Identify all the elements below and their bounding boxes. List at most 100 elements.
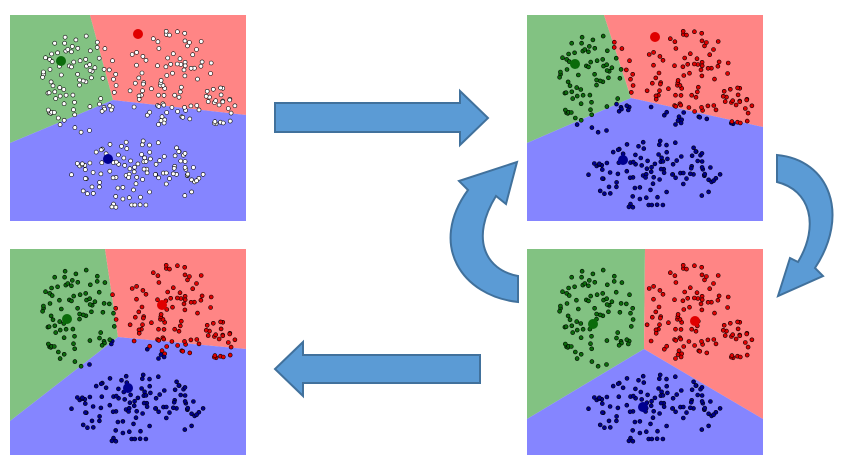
- data-point: [126, 409, 131, 414]
- data-point: [616, 343, 622, 348]
- data-point: [185, 43, 190, 49]
- data-point: [164, 170, 169, 176]
- data-point: [664, 149, 669, 155]
- data-point: [600, 267, 606, 273]
- data-point: [161, 354, 167, 360]
- data-point: [227, 97, 232, 103]
- data-point: [136, 331, 142, 336]
- data-point: [61, 118, 67, 123]
- data-point: [699, 151, 705, 156]
- data-point: [586, 49, 591, 55]
- data-point: [198, 63, 204, 69]
- data-point: [626, 341, 631, 347]
- data-point: [564, 301, 570, 306]
- data-point: [93, 383, 99, 389]
- data-point: [139, 70, 145, 76]
- data-point: [170, 304, 175, 310]
- data-point: [165, 55, 170, 61]
- data-point: [153, 406, 158, 411]
- data-point: [178, 158, 183, 164]
- data-point: [636, 144, 641, 149]
- data-point: [717, 172, 723, 177]
- data-point: [613, 55, 619, 61]
- initial-state-plot: [10, 15, 246, 221]
- data-point: [75, 395, 80, 400]
- data-point: [600, 33, 606, 39]
- data-point: [681, 110, 686, 115]
- data-point: [594, 58, 600, 64]
- data-point: [72, 359, 78, 364]
- data-point: [144, 404, 150, 410]
- data-point: [41, 303, 46, 309]
- data-point: [75, 279, 81, 285]
- data-point: [716, 59, 722, 65]
- data-point: [704, 40, 709, 45]
- data-point: [590, 37, 596, 43]
- data-point: [131, 169, 137, 175]
- data-point: [558, 69, 563, 75]
- data-point: [620, 385, 626, 391]
- data-point: [227, 331, 232, 337]
- data-point: [639, 163, 644, 168]
- data-point: [572, 50, 577, 56]
- data-point: [684, 176, 689, 181]
- data-point: [600, 167, 605, 172]
- data-point: [592, 395, 597, 400]
- data-point: [681, 344, 686, 349]
- data-point: [98, 405, 104, 411]
- data-point: [77, 77, 82, 83]
- data-point: [156, 374, 161, 379]
- data-point: [590, 271, 596, 277]
- data-point: [604, 394, 610, 400]
- data-point: [613, 289, 619, 295]
- data-point: [71, 293, 77, 299]
- data-point: [182, 105, 187, 110]
- data-point: [134, 284, 139, 289]
- data-point: [705, 103, 711, 109]
- data-point: [711, 412, 716, 417]
- data-point: [586, 298, 591, 304]
- data-point: [75, 45, 81, 51]
- data-point: [721, 89, 727, 94]
- data-point: [97, 418, 102, 424]
- data-point: [743, 106, 748, 111]
- data-point: [563, 324, 569, 329]
- data-point: [181, 301, 187, 307]
- data-point: [707, 52, 712, 58]
- data-point: [687, 70, 692, 76]
- data-point: [109, 107, 114, 113]
- data-point: [195, 76, 200, 82]
- data-point: [45, 341, 51, 347]
- data-point: [672, 297, 677, 303]
- data-point: [95, 39, 100, 45]
- data-point: [615, 147, 621, 153]
- data-point: [78, 129, 84, 135]
- data-point: [49, 285, 54, 291]
- data-point: [167, 176, 172, 181]
- data-point: [182, 399, 188, 404]
- data-point: [566, 285, 571, 291]
- data-point: [92, 65, 98, 71]
- data-point: [144, 170, 150, 176]
- data-point: [586, 278, 592, 283]
- data-point: [597, 395, 602, 401]
- green-centroid: [62, 314, 72, 324]
- data-point: [651, 284, 656, 289]
- data-point: [589, 125, 595, 130]
- data-point: [127, 429, 132, 434]
- data-point: [158, 352, 164, 357]
- data-point: [735, 319, 740, 325]
- data-point: [712, 310, 717, 316]
- data-point: [580, 92, 586, 98]
- data-point: [191, 165, 196, 170]
- data-point: [705, 65, 711, 71]
- data-point: [131, 403, 137, 409]
- data-point: [688, 51, 693, 57]
- data-point: [604, 362, 609, 367]
- data-point: [164, 110, 169, 115]
- data-point: [744, 331, 749, 337]
- red-centroid: [650, 32, 660, 42]
- data-point: [40, 308, 45, 314]
- data-point: [127, 400, 133, 405]
- data-point: [208, 71, 213, 76]
